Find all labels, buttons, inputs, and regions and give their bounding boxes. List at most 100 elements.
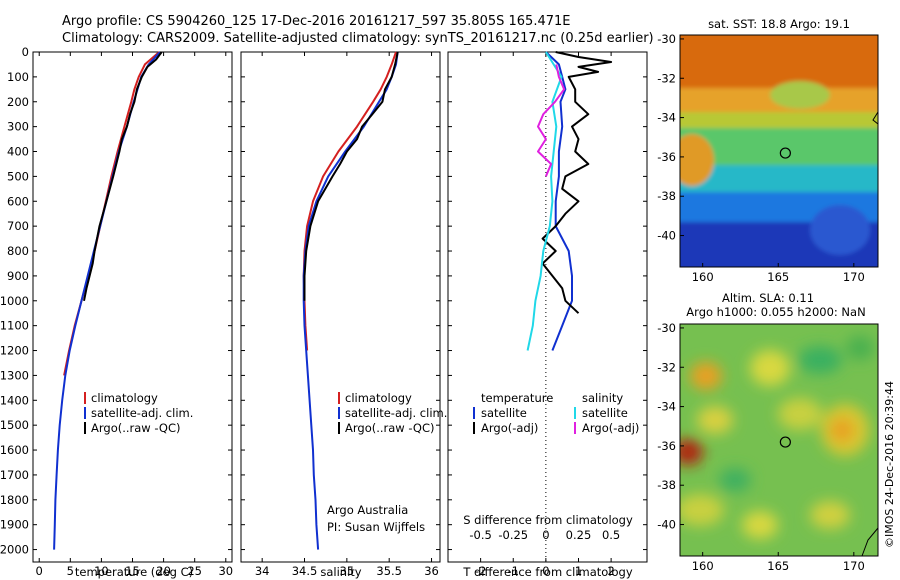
credit-pi: PI: Susan Wijffels <box>327 520 425 534</box>
figure-title-line2: Climatology: CARS2009. Satellite-adjuste… <box>62 31 654 46</box>
sst-argo-marker <box>779 147 791 159</box>
series-t-satellite <box>545 51 573 351</box>
legend-title-temperature: temperature <box>481 391 553 405</box>
legend-label-climatology: climatology <box>345 391 412 405</box>
salinity-legend: climatology satellite-adj. clim. Argo(..… <box>338 391 447 435</box>
map-y-tick-label: -40 <box>657 229 676 243</box>
series-climatology <box>63 51 160 376</box>
x-tick-label: 10 <box>94 564 109 578</box>
y-tick-label: 1900 <box>0 518 29 532</box>
map-y-tick-label: -30 <box>657 321 676 335</box>
y-tick-label: 1100 <box>0 319 29 333</box>
difference-panel-frame <box>447 51 648 563</box>
legend-label-s-satellite: satellite <box>582 406 628 420</box>
series-satellite-adj-clim- <box>302 51 399 550</box>
sla-map-title2: Argo h1000: 0.055 h2000: NaN <box>686 305 865 319</box>
temperature-legend: climatology satellite-adj. clim. Argo(..… <box>84 391 193 435</box>
legend-label-t-satellite: satellite <box>481 406 527 420</box>
y-tick-label: 700 <box>7 219 29 233</box>
x-tick-label: 1 <box>575 564 582 578</box>
sst-field <box>680 35 878 267</box>
imos-credit: ©IMOS 24-Dec-2016 20:39:44 <box>883 381 896 548</box>
difference-legend: temperature satellite Argo(-adj) salinit… <box>473 391 639 435</box>
figure-title-line1: Argo profile: CS 5904260_125 17-Dec-2016… <box>62 14 570 29</box>
sla-coastline <box>861 527 879 557</box>
map-x-tick-label: 170 <box>843 559 865 573</box>
difference-chart: -2 -1 0 1 2 -0.5 -0.25 0 0.25 0.5 <box>448 51 647 578</box>
map-y-tick-label: -38 <box>657 189 676 203</box>
y-tick-label: 900 <box>7 269 29 283</box>
series-s-satellite <box>526 51 563 351</box>
y-tick-label: 600 <box>7 194 29 208</box>
series-s-argo-adj- <box>537 64 566 177</box>
y-tick-label: 1200 <box>0 344 29 358</box>
map-y-tick-label: -36 <box>657 439 676 453</box>
sst-coastline <box>872 111 879 125</box>
y-tick-label: 1000 <box>0 294 29 308</box>
x-tick-label: 15 <box>125 564 140 578</box>
y-tick-label: 1500 <box>0 418 29 432</box>
legend-label-satellite-adj: satellite-adj. clim. <box>345 406 447 420</box>
sla-argo-marker <box>779 436 791 448</box>
y-tick-label: 1600 <box>0 443 29 457</box>
x-tick-label: -1 <box>508 564 519 578</box>
sst-map-axes: 160 165 170 -30 -32 -34 -36 -38 -40 <box>657 32 865 284</box>
y-tick-label: 2000 <box>0 543 29 557</box>
map-y-tick-label: -32 <box>657 360 676 374</box>
legend-label-argo: Argo(..raw -QC) <box>345 421 435 435</box>
x-tick-label: 25 <box>187 564 202 578</box>
x-tick-label: 35.5 <box>376 564 402 578</box>
difference-t-xlabel: T difference from climatology <box>462 565 633 579</box>
map-y-tick-label: -30 <box>657 32 676 46</box>
x-tick-label: 5 <box>67 564 74 578</box>
legend-label-satellite-adj: satellite-adj. clim. <box>91 406 193 420</box>
map-x-tick-label: 160 <box>692 270 714 284</box>
y-tick-label: 1700 <box>0 468 29 482</box>
x-tick-label: -2 <box>475 564 486 578</box>
salinity-xlabel: salinity <box>320 565 361 579</box>
y-tick-label: 1400 <box>0 393 29 407</box>
sla-map-axes: 160 165 170 -30 -32 -34 -36 -38 -40 <box>657 321 865 573</box>
series-satellite-adj-clim- <box>53 51 161 550</box>
map-y-tick-label: -36 <box>657 150 676 164</box>
series-t-argo-adj- <box>541 51 613 314</box>
legend-label-s-argo: Argo(-adj) <box>582 421 639 435</box>
y-tick-label: 1800 <box>0 493 29 507</box>
map-y-tick-label: -38 <box>657 478 676 492</box>
map-y-tick-label: -32 <box>657 71 676 85</box>
sla-map-frame <box>679 323 879 557</box>
s-tick-label: -0.5 <box>469 528 491 542</box>
sla-map: 160 165 170 -30 -32 -34 -36 -38 -40 Altim. SLA: … <box>657 291 879 573</box>
y-tick-label: 400 <box>7 145 29 159</box>
y-tick-label: 200 <box>7 95 29 109</box>
temperature-panel-frame <box>32 51 233 563</box>
salinity-chart: 34 34.5 35 35.5 36 <box>241 51 440 578</box>
legend-label-climatology: climatology <box>91 391 158 405</box>
y-tick-label: 800 <box>7 244 29 258</box>
y-tick-label: 500 <box>7 169 29 183</box>
map-y-tick-label: -34 <box>657 111 676 125</box>
x-tick-label: 0 <box>542 564 549 578</box>
series-argo-raw-qc- <box>303 51 399 301</box>
temperature-xlabel: temperature (deg C) <box>75 565 193 579</box>
map-y-tick-label: -40 <box>657 518 676 532</box>
sst-map-frame <box>679 34 879 268</box>
temperature-chart: 0100200300400500600700800900100011001200… <box>0 45 233 578</box>
x-tick-label: 30 <box>218 564 233 578</box>
sst-map-title: sat. SST: 18.8 Argo: 19.1 <box>708 17 850 31</box>
sla-field <box>680 336 874 539</box>
salinity-panel-frame <box>240 51 441 563</box>
sla-map-title1: Altim. SLA: 0.11 <box>722 291 814 305</box>
sst-map: 160 165 170 -30 -32 -34 -36 -38 -40 sat. SST: 18… <box>657 17 879 284</box>
x-tick-label: 34 <box>255 564 270 578</box>
x-tick-label: 35 <box>340 564 355 578</box>
y-tick-label: 300 <box>7 120 29 134</box>
series-argo-raw-qc- <box>83 51 163 301</box>
x-tick-label: 36 <box>424 564 439 578</box>
map-x-tick-label: 160 <box>692 559 714 573</box>
y-tick-label: 100 <box>7 70 29 84</box>
y-tick-label: 1300 <box>0 368 29 382</box>
legend-label-argo: Argo(..raw -QC) <box>91 421 181 435</box>
map-x-tick-label: 165 <box>767 559 789 573</box>
x-tick-label: 34.5 <box>292 564 318 578</box>
